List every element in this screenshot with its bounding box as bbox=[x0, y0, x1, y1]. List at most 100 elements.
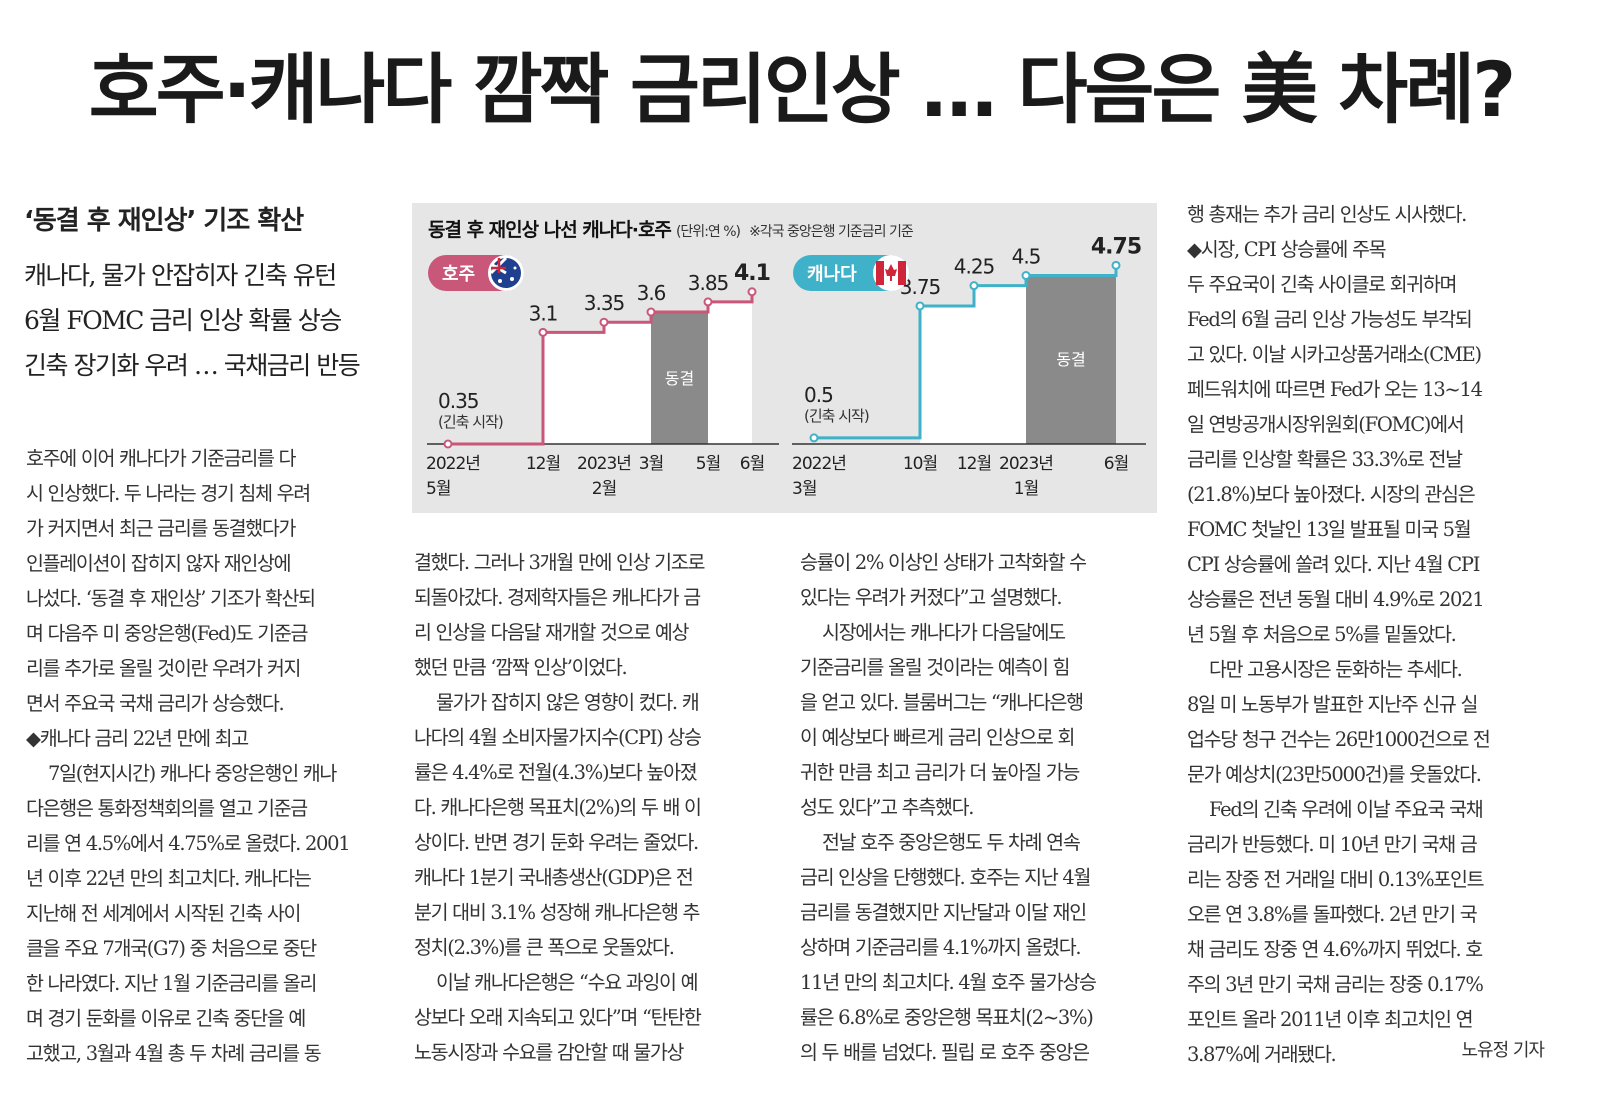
article-line: 일 연방공개시장위원회(FOMC)에서 bbox=[1187, 413, 1465, 436]
article-line: 다은행은 통화정책회의를 열고 기준금 bbox=[26, 797, 308, 820]
article-line: ◆시장, CPI 상승률에 주목 bbox=[1187, 238, 1387, 261]
flag-star bbox=[498, 279, 502, 283]
x-tick-label: 6월 bbox=[740, 454, 764, 474]
x-tick-label: 5월 bbox=[426, 479, 450, 499]
chart-unit: (단위:연 %) bbox=[675, 224, 741, 240]
x-tick-label: 2022년 bbox=[426, 454, 480, 474]
article-line: 년 5월 후 처음으로 5%를 밑돌았다. bbox=[1187, 623, 1457, 646]
article-line: 리를 추가로 올릴 것이란 우려가 커지 bbox=[26, 657, 301, 680]
article-line: 상하며 기준금리를 4.1%까지 올렸다. bbox=[800, 936, 1082, 959]
article-line: 고 있다. 이날 시카고상품거래소(CME) bbox=[1187, 343, 1482, 366]
subheads: ‘동결 후 재인상’ 기조 확산 캐나다, 물가 안잡히자 긴축 유턴 6월 F… bbox=[24, 200, 404, 388]
x-tick-label: 5월 bbox=[696, 454, 720, 474]
article-line: 7일(현지시간) 캐나다 중앙은행인 캐나 bbox=[48, 762, 337, 785]
x-tick-label: 3월 bbox=[639, 454, 663, 474]
flag-star bbox=[510, 277, 514, 281]
article-line: 포인트 올라 2011년 이후 최고치인 연 bbox=[1187, 1008, 1474, 1031]
article-line: 나섰다. ‘동결 후 재인상’ 기조가 확산되 bbox=[26, 587, 316, 610]
article-line: 리 인상을 다음달 재개할 것으로 예상 bbox=[414, 621, 689, 644]
data-label: 3.6 bbox=[637, 281, 666, 305]
article-line: 년 이후 22년 만의 최고치다. 캐나다는 bbox=[26, 867, 312, 890]
freeze-block bbox=[651, 312, 708, 444]
flag-band bbox=[876, 261, 884, 285]
article-line: 클을 주요 7개국(G7) 중 처음으로 중단 bbox=[26, 937, 317, 960]
article-line: 인플레이션이 잡히지 않자 재인상에 bbox=[26, 552, 292, 575]
x-tick-label: 12월 bbox=[957, 454, 991, 474]
article-line: 페드워치에 따르면 Fed가 오는 13~14 bbox=[1187, 378, 1483, 401]
x-tick-label: 2023년 bbox=[999, 454, 1053, 474]
headline: 호주·캐나다 깜짝 금리인상 … 다음은 美 차례? bbox=[88, 45, 1516, 134]
article-line: 결했다. 그러나 3개월 만에 인상 기조로 bbox=[414, 551, 705, 574]
chart-step-fill bbox=[920, 305, 974, 444]
article-line: 을 얻고 있다. 블룸버그는 “캐나다은행 bbox=[800, 691, 1084, 714]
article-line: 면서 주요국 국채 금리가 상승했다. bbox=[26, 692, 285, 715]
article-line: 다. 캐나다은행 목표치(2%)의 두 배 이 bbox=[414, 796, 702, 819]
article-line: 의 두 배를 넘었다. 필립 로 호주 중앙은 bbox=[800, 1041, 1090, 1064]
article-column-4: 행 총재는 추가 금리 인상도 시사했다. ◆시장, CPI 상승률에 주목 두 주… bbox=[1187, 197, 1557, 1072]
article-line: 캐나다 1분기 국내총생산(GDP)은 전 bbox=[414, 866, 694, 889]
chart-svg: 동결 0.35 3.1 3.35 3.6 3.85 4.1 (긴축 시작) 2022년 5월 12월… bbox=[426, 234, 1146, 499]
flag-cross-red bbox=[491, 258, 506, 273]
x-tick-label: 6월 bbox=[1104, 454, 1128, 474]
article-line: 금리가 반등했다. 미 10년 만기 국채 금 bbox=[1187, 833, 1478, 856]
rate-chart: 동결 후 재인상 나선 캐나다·호주 (단위:연 %) ※각국 중앙은행 기준금… bbox=[412, 203, 1157, 513]
article-line: 오른 연 3.8%를 돌파했다. 2년 만기 국 bbox=[1187, 903, 1478, 926]
freeze-label: 동결 bbox=[665, 369, 694, 388]
data-label: 3.1 bbox=[529, 301, 558, 325]
data-label: 4.5 bbox=[1012, 245, 1041, 269]
article-line: 성도 있다”고 추측했다. bbox=[800, 796, 974, 819]
article-line: Fed의 6월 금리 인상 가능성도 부각되 bbox=[1187, 308, 1473, 331]
article-line: 이날 캐나다은행은 “수요 과잉이 예 bbox=[436, 971, 699, 994]
subhead-line: 긴축 장기화 우려 … 국채금리 반등 bbox=[24, 351, 361, 380]
article-line: 금리를 동결했지만 지난달과 이달 재인 bbox=[800, 901, 1087, 924]
chart-step-fill bbox=[974, 285, 1026, 444]
chart-title: 동결 후 재인상 나선 캐나다·호주 bbox=[428, 219, 672, 241]
article-line: 되돌아갔다. 경제학자들은 캐나다가 금 bbox=[414, 586, 701, 609]
data-point bbox=[703, 297, 713, 307]
data-point bbox=[1111, 260, 1121, 270]
article-column-3: 승률이 2% 이상인 상태가 고착화할 수 있다는 우려가 커졌다”고 설명했다.… bbox=[800, 545, 1160, 1070]
chart-step-fill bbox=[708, 301, 752, 444]
article-line: 귀한 만큼 최고 금리가 더 높아질 가능 bbox=[800, 761, 1080, 784]
article-line: 다만 고용시장은 둔화하는 추세다. bbox=[1209, 658, 1463, 681]
article-line: 전날 호주 중앙은행도 두 차례 연속 bbox=[822, 831, 1081, 854]
article-line: 금리 인상을 단행했다. 호주는 지난 4월 bbox=[800, 866, 1091, 889]
data-label: 3.85 bbox=[688, 271, 729, 295]
article-line: 률은 6.8%로 중앙은행 목표치(2~3%) bbox=[800, 1006, 1094, 1029]
subhead-main: ‘동결 후 재인상’ 기조 확산 bbox=[24, 206, 304, 236]
article-line: 8일 미 노동부가 발표한 지난주 신규 실 bbox=[1187, 693, 1478, 716]
chart-title-row: 동결 후 재인상 나선 캐나다·호주 (단위:연 %) ※각국 중앙은행 기준금… bbox=[428, 215, 914, 242]
x-tick-label: 12월 bbox=[526, 454, 560, 474]
article-line: 11년 만의 최고치다. 4월 호주 물가상승 bbox=[800, 971, 1097, 994]
article-line: 3.87%에 거래됐다. bbox=[1187, 1043, 1337, 1066]
data-label: 4.75 bbox=[1091, 234, 1141, 259]
flag-star bbox=[513, 266, 517, 270]
article-line: 며 경기 둔화를 이유로 긴축 중단을 예 bbox=[26, 1007, 306, 1030]
article-line: 나다의 4월 소비자물가지수(CPI) 상승 bbox=[414, 726, 702, 749]
data-point bbox=[969, 281, 979, 291]
data-point bbox=[646, 307, 656, 317]
start-note: (긴축 시작) bbox=[804, 407, 869, 425]
freeze-block bbox=[1026, 275, 1116, 444]
data-label: 4.25 bbox=[954, 255, 995, 279]
article-line: 이 예상보다 빠르게 금리 인상으로 회 bbox=[800, 726, 1075, 749]
x-tick-label: 2월 bbox=[592, 479, 616, 499]
article-line: 시 인상했다. 두 나라는 경기 침체 우려 bbox=[26, 482, 311, 505]
subhead-line: 6월 FOMC 금리 인상 확률 상승 bbox=[24, 306, 342, 335]
data-point bbox=[599, 317, 609, 327]
article-line: 분기 대비 3.1% 성장해 캐나다은행 추 bbox=[414, 901, 700, 924]
data-point bbox=[538, 327, 548, 337]
article-line: 리는 장중 전 거래일 대비 0.13%포인트 bbox=[1187, 868, 1485, 891]
article-line: 상보다 오래 지속되고 있다”며 “탄탄한 bbox=[414, 1006, 702, 1029]
article-line: 고했고, 3월과 4월 총 두 차례 금리를 동 bbox=[26, 1042, 322, 1065]
data-label: 4.1 bbox=[734, 261, 770, 286]
article-line: 호주에 이어 캐나다가 기준금리를 다 bbox=[26, 447, 297, 470]
article-line: 상승률은 전년 동월 대비 4.9%로 2021 bbox=[1187, 588, 1485, 611]
x-tick-label: 10월 bbox=[903, 454, 937, 474]
article-line: 상이다. 반면 경기 둔화 우려는 줄었다. bbox=[414, 831, 699, 854]
article-line: 업수당 청구 건수는 26만1000건으로 전 bbox=[1187, 728, 1491, 751]
chart-note: ※각국 중앙은행 기준금리 기준 bbox=[749, 224, 914, 240]
maple-leaf-icon bbox=[885, 264, 897, 281]
